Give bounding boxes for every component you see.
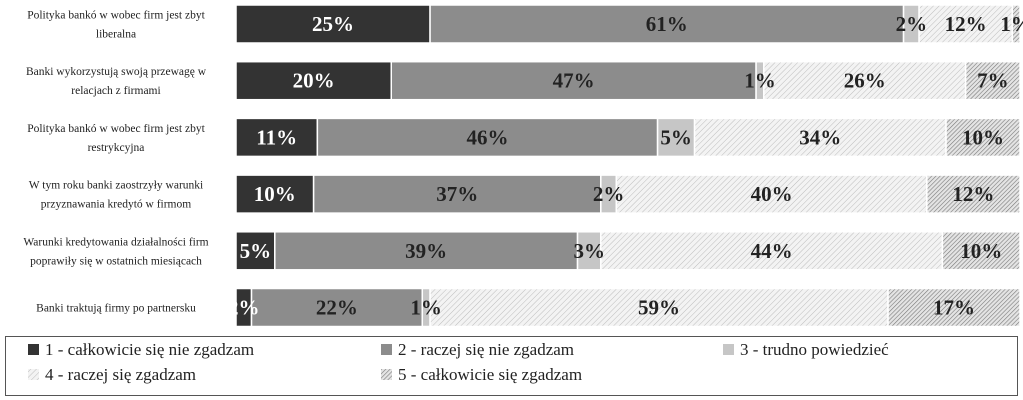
data-label: 2%	[593, 182, 625, 206]
bar-segment	[656, 117, 696, 158]
data-label: 39%	[405, 239, 447, 263]
data-label: 5%	[660, 125, 692, 149]
data-label: 17%	[933, 296, 975, 320]
category-label: Warunki kredytowania działalności firm	[23, 236, 208, 248]
legend-label: 2 - raczej się nie zgadzam	[398, 340, 574, 359]
legend-label: 1 - całkowicie się nie zgadzam	[45, 340, 254, 359]
bar-segment	[926, 174, 1021, 214]
bar-segment	[312, 174, 602, 214]
legend-swatch	[381, 369, 392, 380]
data-label: 2%	[896, 12, 928, 36]
data-label: 47%	[553, 69, 595, 93]
bar-segment	[945, 117, 1021, 158]
legend: 1 - całkowicie się nie zgadzam 2 - raczej…	[5, 336, 1018, 396]
value-labels: 25% 61% 2% 12% 1% 20% 47% 1% 26% 7% 11% 46% 5% 34% 10%…	[228, 12, 1023, 320]
data-label: 1%	[1000, 12, 1023, 36]
bar-segment	[600, 231, 944, 271]
bar-segment	[235, 174, 315, 214]
category-label: restrykcyjna	[88, 142, 145, 154]
legend-swatch	[723, 344, 734, 355]
category-label: przyznawania kredytó w firmom	[41, 199, 191, 211]
legend-label: 4 - raczej się zgadzam	[45, 365, 196, 384]
legend-items: 1 - całkowicie się nie zgadzam 2 - raczej…	[28, 340, 889, 384]
bar-segment	[693, 117, 947, 158]
bar-segment	[250, 287, 424, 328]
category-labels: Polityka bankó w wobec firm jest zbyt lib…	[23, 10, 208, 315]
bar-segment	[235, 60, 392, 101]
data-label: 34%	[799, 125, 841, 149]
data-label: 7%	[977, 69, 1009, 93]
data-label: 40%	[751, 182, 793, 206]
category-label: Banki wykorzystują swoją przewagę w	[26, 66, 207, 78]
legend-label: 3 - trudno powiedzieć	[740, 340, 889, 359]
bar-segment	[274, 231, 579, 271]
category-label: liberalna	[96, 29, 136, 41]
bar-segment	[964, 60, 1021, 101]
bar-segment	[887, 287, 1021, 328]
bar-segment	[1011, 4, 1021, 44]
data-label: 12%	[952, 182, 994, 206]
data-label: 61%	[646, 12, 688, 36]
category-label: Polityka bankó w wobec firm jest zbyt	[27, 10, 205, 22]
category-label: Polityka bankó w wobec firm jest zbyt	[27, 123, 205, 135]
bar-segment	[390, 60, 757, 101]
data-label: 37%	[436, 182, 478, 206]
data-label: 44%	[751, 239, 793, 263]
category-label: Banki traktują firmy po partnersku	[36, 303, 196, 315]
legend-swatch	[28, 344, 39, 355]
data-label: 10%	[960, 239, 1002, 263]
data-label: 2%	[228, 296, 260, 320]
data-label: 26%	[844, 69, 886, 93]
data-label: 5%	[240, 239, 272, 263]
category-label: W tym roku banki zaostrzyły warunki	[29, 180, 203, 192]
data-label: 46%	[466, 125, 508, 149]
data-label: 10%	[254, 182, 296, 206]
bar-segment	[235, 231, 276, 271]
bar-segment	[763, 60, 967, 101]
legend-label: 5 - całkowicie się zgadzam	[398, 365, 582, 384]
data-label: 59%	[638, 296, 680, 320]
data-label: 20%	[293, 69, 335, 93]
bar-segment	[429, 4, 905, 44]
category-label: relacjach z firmami	[71, 85, 160, 97]
data-label: 1%	[744, 69, 776, 93]
legend-swatch	[381, 344, 392, 355]
legend-swatch	[28, 369, 39, 380]
bar-segment	[918, 4, 1013, 44]
data-label: 12%	[945, 12, 987, 36]
data-label: 11%	[256, 125, 297, 149]
bar-segment	[316, 117, 659, 158]
data-label: 10%	[962, 125, 1004, 149]
bar-segment	[941, 231, 1021, 271]
data-label: 22%	[316, 296, 358, 320]
bar-segment	[429, 287, 889, 328]
data-label: 1%	[410, 296, 442, 320]
bar-segment	[615, 174, 928, 214]
bars-layer	[235, 4, 1021, 328]
bar-segment	[235, 117, 319, 158]
category-label: poprawiły się w ostatnich miesiącach	[30, 255, 202, 267]
data-label: 3%	[573, 239, 605, 263]
data-label: 25%	[312, 12, 354, 36]
bar-segment	[235, 4, 431, 44]
